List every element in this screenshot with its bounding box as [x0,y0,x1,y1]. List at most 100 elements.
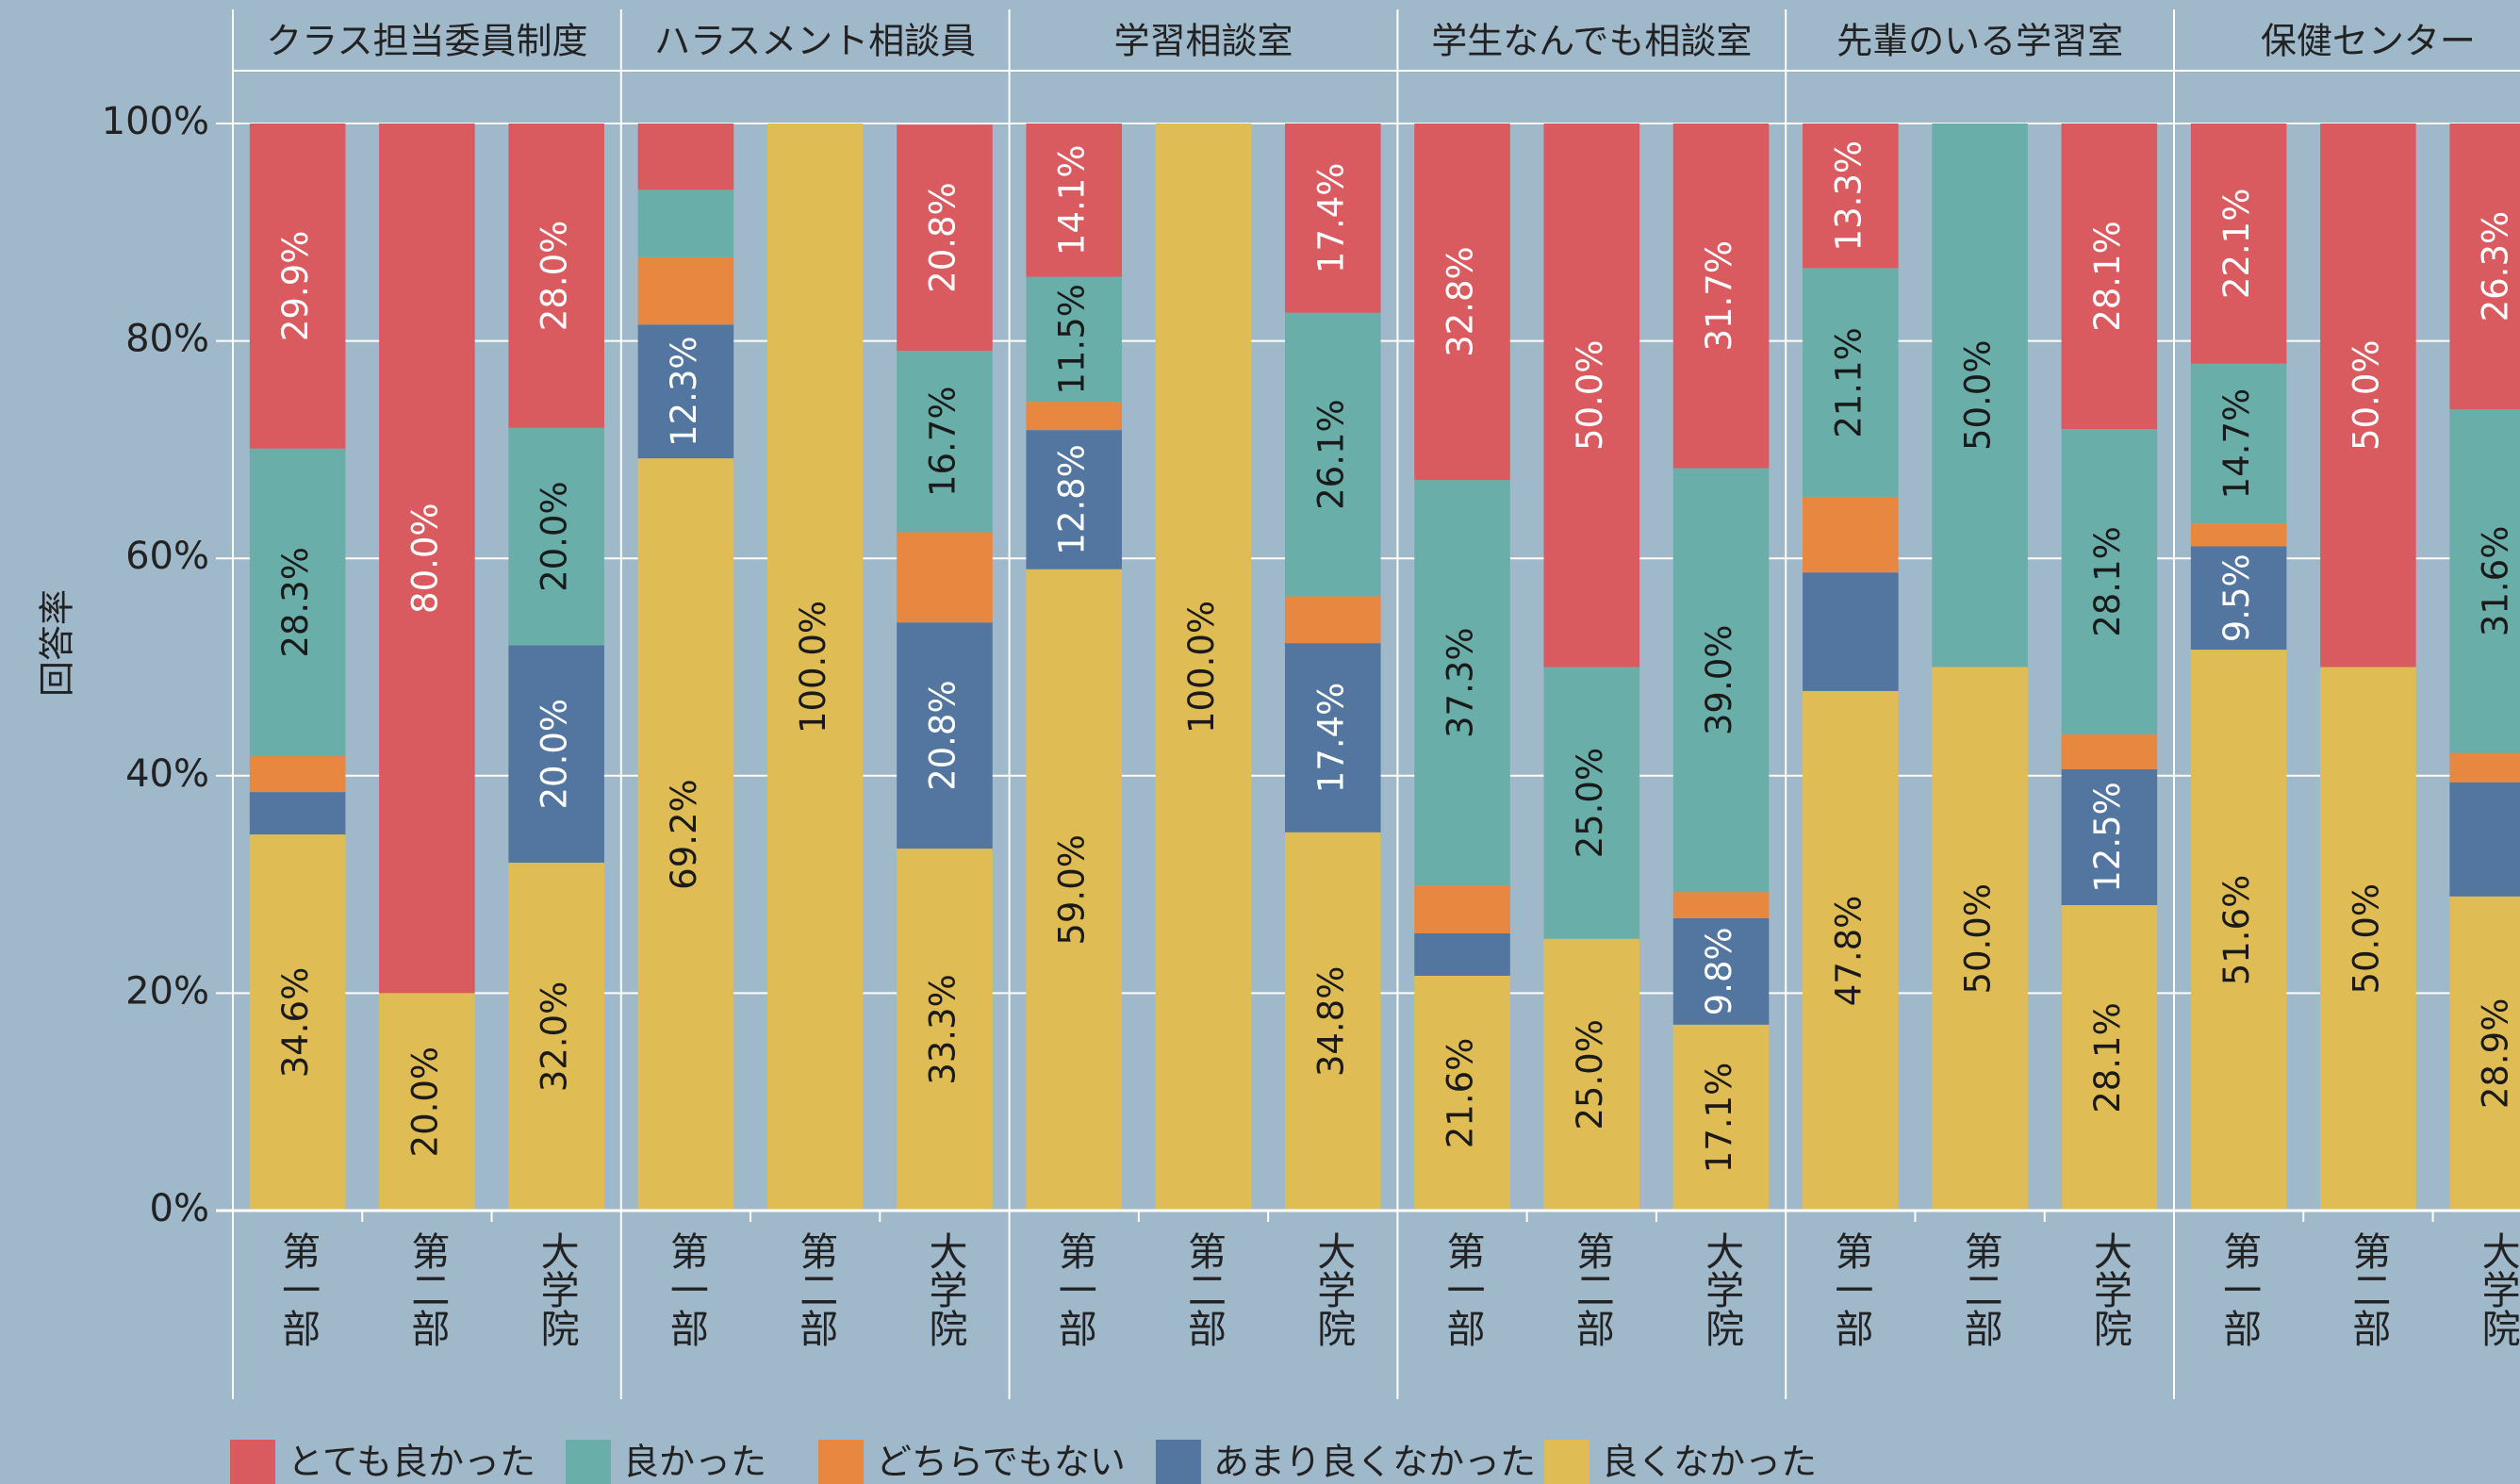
value-label: 34.6% [275,967,316,1079]
bar-segment [2449,409,2520,753]
panel-title: クラス担当委員制度 [266,21,587,62]
value-label: 51.6% [2216,875,2257,986]
bar-segment [1284,124,1381,313]
x-tick-label: 大学院 [2086,1231,2132,1347]
bar-segment [1414,932,1510,976]
value-label: 29.9% [275,231,316,342]
bar-segment [2061,905,2158,1211]
bar-segment [897,849,993,1211]
bar-segment [2190,124,2287,364]
x-tick-label: 第一部 [1440,1231,1485,1347]
bar-segment [1414,480,1510,886]
bar-segment [637,124,734,190]
value-label: 31.6% [2476,526,2516,637]
value-label: 20.0% [535,481,575,592]
bar-segment [637,324,734,459]
bar-segment [637,458,734,1211]
y-tick-label: 60% [125,535,209,578]
value-label: 28.0% [535,221,575,332]
value-label: 47.8% [1828,896,1869,1007]
legend-label: あまり良くなかった [1213,1442,1536,1483]
bar-segment [1284,596,1381,644]
x-tick-label: 第一部 [1828,1231,1873,1347]
bar-segment [1414,124,1510,481]
legend-swatch [566,1440,611,1484]
value-label: 69.2% [664,779,704,890]
panel-title: 学生なんでも相談室 [1431,21,1752,62]
bar-segment [1803,690,1899,1211]
x-tick-label: 大学院 [2475,1231,2520,1347]
bar-segment [249,792,346,835]
bar-segment [1284,312,1381,597]
bar-segment [637,190,734,257]
bar-segment [1284,832,1381,1211]
bar-segment [766,124,864,1211]
bar-segment [508,124,604,428]
bar-segment [249,834,346,1211]
bar-segment [1672,124,1770,469]
bar-segment [1932,124,2028,668]
value-label: 20.8% [922,680,963,791]
legend-swatch [818,1440,864,1484]
bar-segment [2190,546,2287,651]
x-tick-label: 大学院 [1310,1231,1356,1347]
x-tick-label: 第二部 [1569,1231,1614,1347]
value-label: 14.1% [1052,145,1093,256]
bar-segment [1672,1024,1770,1211]
bar-segment [897,622,993,849]
x-tick-label: 大学院 [534,1231,579,1347]
panel-title: 保健センター [2261,21,2476,62]
bar-segment [1543,667,1640,939]
bar-segment [1932,667,2028,1211]
bar-segment [1803,124,1899,269]
bar-segment [1284,643,1381,833]
bar-segment [1026,402,1123,431]
panel-title: 先輩のいる学習室 [1836,21,2123,62]
bar-segment [2449,752,2520,783]
legend-label: 良かった [623,1442,766,1483]
value-label: 22.1% [2216,189,2257,300]
bar-segment [1672,917,1770,1025]
bar-segment [2061,124,2158,429]
bar-segment [2061,428,2158,734]
x-tick-label: 第二部 [1181,1231,1227,1347]
value-label: 100.0% [793,601,833,734]
value-label: 32.0% [535,981,575,1093]
value-label: 28.1% [2087,526,2128,637]
value-label: 26.3% [2476,211,2516,322]
value-label: 20.0% [404,1047,445,1158]
value-label: 31.7% [1699,240,1739,352]
bar-segment [1803,268,1899,498]
bar-segment [1414,885,1510,933]
bar-segment [508,863,604,1211]
value-label: 12.5% [2087,782,2128,893]
bar-segment [2190,650,2287,1211]
legend-swatch [230,1440,275,1484]
bar-segment [249,124,346,449]
legend-swatch [1156,1440,1201,1484]
value-label: 80.0% [404,503,445,614]
bar-segment [1414,975,1510,1211]
bar-segment [2449,896,2520,1211]
value-label: 50.0% [1958,883,1999,995]
bar-segment [1803,497,1899,573]
value-label: 20.0% [535,699,575,810]
value-label: 17.4% [1310,163,1351,274]
value-label: 12.3% [664,336,704,447]
legend-label: 良くなかった [1602,1442,1817,1483]
value-label: 17.1% [1699,1063,1739,1174]
value-label: 25.0% [1570,1019,1610,1130]
bar-segment [508,645,604,864]
bar-segment [508,427,604,646]
y-axis-label: 回答率 [37,589,78,697]
x-tick-label: 第二部 [1957,1231,2002,1347]
value-label: 21.1% [1828,327,1869,438]
bar-segment [1672,468,1770,893]
value-label: 50.0% [1570,339,1610,451]
panel-title: ハラスメント相談員 [654,21,976,62]
bar-segment [2061,734,2158,769]
legend-label: どちらでもない [876,1442,1126,1483]
bar-segment [2449,782,2520,897]
bar-segment [2320,124,2416,668]
bar-segment [1543,124,1640,668]
